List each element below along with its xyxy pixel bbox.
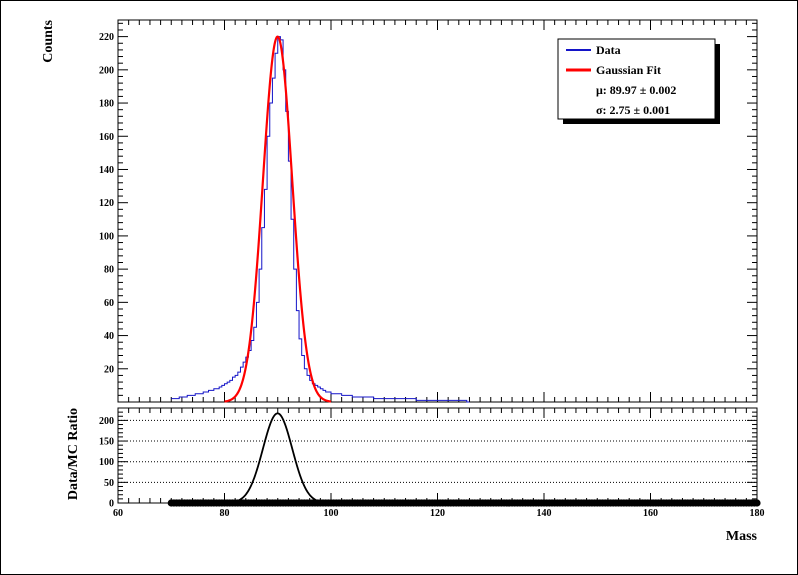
legend [557, 38, 716, 120]
legend-fit-label: Gaussian Fit [596, 63, 661, 77]
y-tick-label: 100 [99, 457, 114, 468]
x-tick-label: 180 [750, 508, 765, 519]
y-tick-label: 200 [99, 416, 114, 427]
y-tick-label: 60 [104, 298, 114, 309]
ratio-axis-title: Data/MC Ratio [66, 408, 81, 500]
ratio-curve [234, 412, 321, 503]
y-tick-label: 80 [104, 265, 114, 276]
legend-mu-text: μ: 89.97 ± 0.002 [596, 83, 676, 97]
y-tick-label: 20 [104, 364, 114, 375]
y-tick-label: 0 [109, 499, 114, 510]
x-tick-label: 120 [430, 508, 445, 519]
y-tick-label: 140 [99, 165, 114, 176]
x-tick-label: 80 [220, 508, 230, 519]
x-axis-title: Mass [726, 529, 758, 544]
y-tick-label: 220 [99, 32, 114, 43]
legend-data-label: Data [596, 43, 621, 57]
bottom-panel-frame [117, 407, 758, 504]
x-tick-label: 100 [324, 508, 339, 519]
gaussian-fit-curve [224, 35, 332, 403]
y-tick-label: 100 [99, 231, 114, 242]
x-tick-label: 160 [643, 508, 658, 519]
y-tick-label: 180 [99, 99, 114, 110]
x-tick-label: 140 [537, 508, 552, 519]
x-tick-label: 60 [113, 508, 123, 519]
data-histogram [171, 36, 470, 403]
ratio-marker [753, 499, 761, 507]
ratio-markers [167, 499, 761, 507]
y-tick-label: 40 [104, 331, 114, 342]
y-tick-label: 160 [99, 132, 114, 143]
legend-sigma-text: σ: 2.75 ± 0.001 [596, 103, 670, 117]
y-tick-label: 50 [104, 478, 114, 489]
y-axis-title: Counts [41, 19, 56, 62]
y-tick-label: 120 [99, 198, 114, 209]
y-tick-label: 200 [99, 65, 114, 76]
y-tick-label: 150 [99, 437, 114, 448]
